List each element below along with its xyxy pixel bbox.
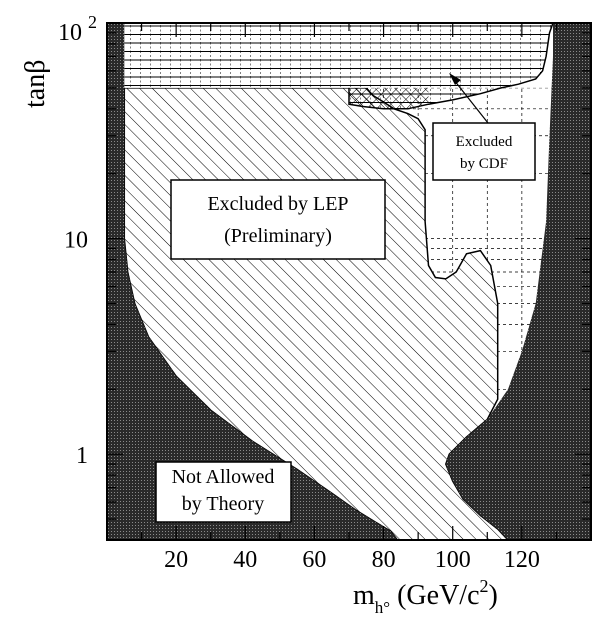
cdf-label-line: by CDF — [460, 156, 508, 172]
cdf-label: Excluded by CDF — [432, 122, 536, 181]
x-tick-label: 40 — [233, 547, 257, 573]
lep-label-box — [170, 179, 386, 260]
cdf-label-box — [432, 122, 536, 181]
region-not-allowed-left — [107, 23, 398, 540]
x-tick-label: 80 — [372, 547, 396, 573]
theory-label-line: Not Allowed — [172, 466, 275, 488]
y-axis-title: tanβ — [20, 60, 51, 108]
axis-labels: tanβ mh° (GeV/c2) — [20, 60, 498, 617]
region-cdf-lep-overlap — [349, 87, 429, 109]
lep-label: Excluded by LEP (Preliminary) — [170, 179, 386, 260]
cdf-arrow-head — [449, 73, 461, 85]
lep-label-line: (Preliminary) — [224, 225, 332, 247]
x-tick-label: 20 — [164, 547, 188, 573]
regions — [107, 23, 591, 540]
theory-label: Not Allowed by Theory — [155, 461, 292, 523]
region-excluded-by-cdf — [124, 23, 554, 109]
theory-label-box — [155, 461, 292, 523]
lep-label-line: Excluded by LEP — [207, 193, 348, 215]
cdf-arrow-line — [453, 79, 489, 124]
region-labels: Excluded by LEP (Preliminary) Not Allowed b… — [155, 73, 536, 523]
y-tick-label: 10 — [64, 228, 88, 254]
region-not-allowed-right — [445, 23, 591, 540]
ticks: 20 40 60 80 100 120 1 10 10 2 — [58, 12, 591, 573]
x-tick-label: 120 — [504, 547, 540, 573]
cdf-label-line: Excluded — [456, 134, 513, 150]
x-tick-label: 60 — [302, 547, 326, 573]
x-axis-title: mh° (GeV/c2) — [353, 576, 498, 617]
x-tick-label: 100 — [435, 547, 471, 573]
cdf-boundary-line — [124, 23, 554, 110]
theory-label-line: by Theory — [182, 493, 264, 515]
y-tick-label: 1 — [76, 443, 88, 469]
y-tick-label-top: 10 2 — [58, 12, 97, 46]
